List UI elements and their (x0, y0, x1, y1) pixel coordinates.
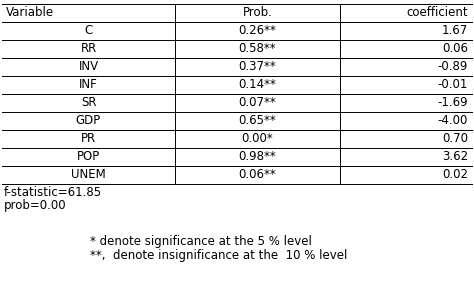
Text: -0.89: -0.89 (438, 60, 468, 73)
Text: **,  denote insignificance at the  10 % level: **, denote insignificance at the 10 % le… (90, 250, 347, 262)
Text: * denote significance at the 5 % level: * denote significance at the 5 % level (90, 235, 312, 248)
Text: 0.58**: 0.58** (239, 42, 276, 56)
Text: GDP: GDP (76, 115, 101, 127)
Text: C: C (84, 25, 92, 37)
Text: 0.98**: 0.98** (238, 150, 276, 164)
Text: f-statistic=61.85: f-statistic=61.85 (4, 185, 102, 199)
Text: -0.01: -0.01 (438, 79, 468, 91)
Text: SR: SR (81, 96, 96, 110)
Text: RR: RR (81, 42, 97, 56)
Text: -1.69: -1.69 (438, 96, 468, 110)
Text: INF: INF (79, 79, 98, 91)
Text: 0.65**: 0.65** (238, 115, 276, 127)
Text: POP: POP (77, 150, 100, 164)
Text: 3.62: 3.62 (442, 150, 468, 164)
Text: 1.67: 1.67 (442, 25, 468, 37)
Text: 0.26**: 0.26** (238, 25, 276, 37)
Text: 0.02: 0.02 (442, 169, 468, 181)
Text: Prob.: Prob. (243, 6, 273, 20)
Text: INV: INV (78, 60, 99, 73)
Text: -4.00: -4.00 (438, 115, 468, 127)
Text: 0.00*: 0.00* (242, 133, 273, 146)
Text: 0.06: 0.06 (442, 42, 468, 56)
Text: Variable: Variable (6, 6, 54, 20)
Text: 0.70: 0.70 (442, 133, 468, 146)
Text: coefficient: coefficient (406, 6, 468, 20)
Text: UNEM: UNEM (71, 169, 106, 181)
Text: prob=0.00: prob=0.00 (4, 200, 67, 212)
Text: PR: PR (81, 133, 96, 146)
Text: 0.06**: 0.06** (238, 169, 276, 181)
Text: 0.07**: 0.07** (238, 96, 276, 110)
Text: 0.14**: 0.14** (238, 79, 276, 91)
Text: 0.37**: 0.37** (238, 60, 276, 73)
